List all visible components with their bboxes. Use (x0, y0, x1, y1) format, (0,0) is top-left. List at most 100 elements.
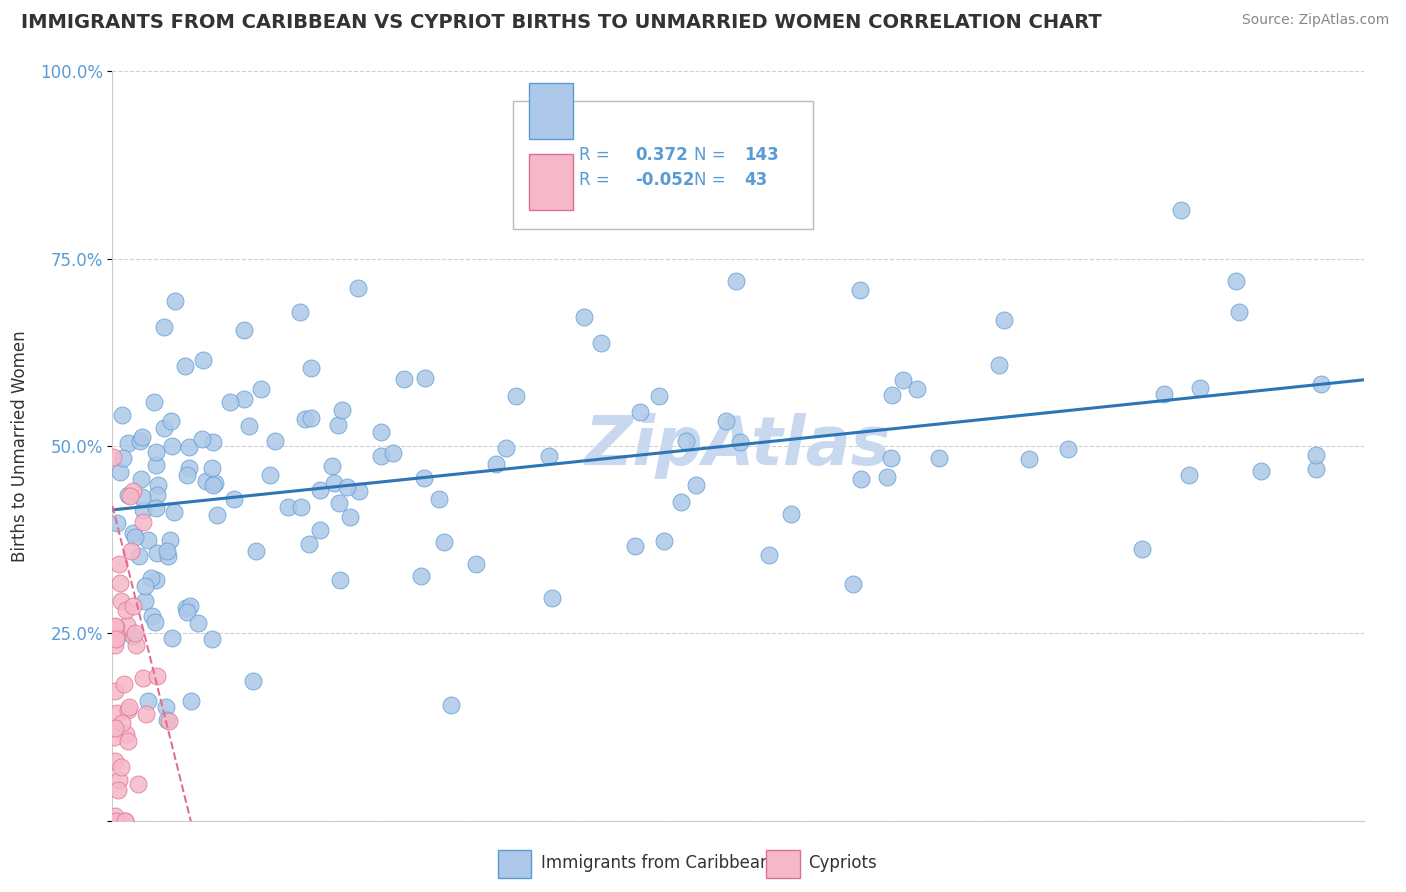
Point (146, 546, 169, 560)
Point (233, 392, 256, 406)
Point (1056, 442, 1078, 457)
Point (177, 460, 200, 475)
Point (120, 544, 142, 558)
Point (370, 425, 392, 439)
Point (105, 516, 128, 531)
Point (201, 460, 224, 475)
Point (105, 631, 128, 645)
Point (716, 414, 738, 428)
Point (112, 677, 135, 691)
Point (728, 434, 751, 449)
Point (238, 419, 260, 434)
Point (905, 382, 928, 396)
Text: 0.372: 0.372 (636, 146, 689, 164)
Text: N =: N = (695, 171, 731, 189)
Point (117, 734, 139, 748)
Point (143, 395, 166, 409)
Point (108, 576, 131, 591)
Text: 43: 43 (744, 171, 768, 189)
Point (540, 591, 562, 605)
Point (160, 631, 183, 645)
Point (1250, 463, 1272, 477)
Point (328, 496, 350, 510)
Point (129, 472, 152, 486)
Text: IMMIGRANTS FROM CARIBBEAN VS CYPRIOT BIRTHS TO UNMARRIED WOMEN CORRELATION CHART: IMMIGRANTS FROM CARIBBEAN VS CYPRIOT BIR… (21, 13, 1102, 32)
Point (1018, 452, 1040, 467)
Point (180, 694, 202, 708)
Point (134, 579, 156, 593)
Y-axis label: Births to Unmarried Women: Births to Unmarried Women (11, 330, 28, 562)
Point (928, 450, 950, 465)
Point (121, 525, 143, 540)
Point (156, 713, 179, 727)
Point (176, 468, 198, 483)
Point (298, 537, 321, 551)
Point (104, 809, 127, 823)
FancyBboxPatch shape (513, 102, 813, 228)
Point (145, 574, 167, 588)
Point (156, 544, 179, 558)
Point (465, 557, 488, 571)
Point (124, 626, 146, 640)
Point (290, 500, 312, 514)
Point (107, 782, 129, 797)
Point (165, 294, 187, 309)
Point (245, 543, 267, 558)
Point (589, 335, 612, 350)
Point (134, 594, 156, 608)
Point (131, 490, 153, 504)
Text: R =: R = (579, 171, 616, 189)
Point (1225, 274, 1247, 288)
Point (104, 620, 127, 634)
Point (115, 726, 138, 740)
Point (104, 619, 127, 633)
Point (125, 638, 148, 652)
Point (110, 760, 132, 774)
Point (724, 274, 747, 288)
Point (118, 700, 141, 714)
Point (259, 467, 281, 482)
Point (1189, 381, 1212, 395)
Point (370, 449, 392, 463)
Point (157, 549, 180, 563)
Point (201, 632, 224, 647)
Point (347, 281, 370, 295)
Point (299, 411, 322, 425)
Text: -0.052: -0.052 (636, 171, 695, 189)
Point (103, 450, 125, 464)
Point (110, 593, 132, 607)
Point (160, 439, 183, 453)
Point (117, 488, 139, 502)
Point (104, 754, 127, 768)
Point (194, 474, 217, 488)
Point (1130, 541, 1153, 556)
FancyBboxPatch shape (529, 153, 574, 210)
Point (628, 405, 651, 419)
Point (222, 491, 245, 506)
Point (654, 534, 676, 549)
Point (145, 445, 167, 459)
Point (204, 476, 226, 491)
Point (176, 600, 198, 615)
Point (294, 412, 316, 426)
Point (249, 382, 271, 396)
Point (993, 312, 1015, 326)
Point (288, 304, 311, 318)
Point (157, 714, 180, 728)
Point (117, 703, 139, 717)
Point (440, 698, 463, 712)
Point (880, 451, 903, 466)
Point (103, 730, 125, 744)
Point (136, 533, 159, 548)
Point (136, 693, 159, 707)
Point (321, 458, 343, 473)
Point (675, 434, 697, 448)
Point (145, 488, 167, 502)
Point (882, 388, 904, 402)
Point (207, 508, 229, 523)
Point (111, 409, 134, 423)
Text: N =: N = (695, 146, 731, 164)
Point (128, 434, 150, 449)
Point (132, 671, 155, 685)
Point (574, 310, 596, 324)
